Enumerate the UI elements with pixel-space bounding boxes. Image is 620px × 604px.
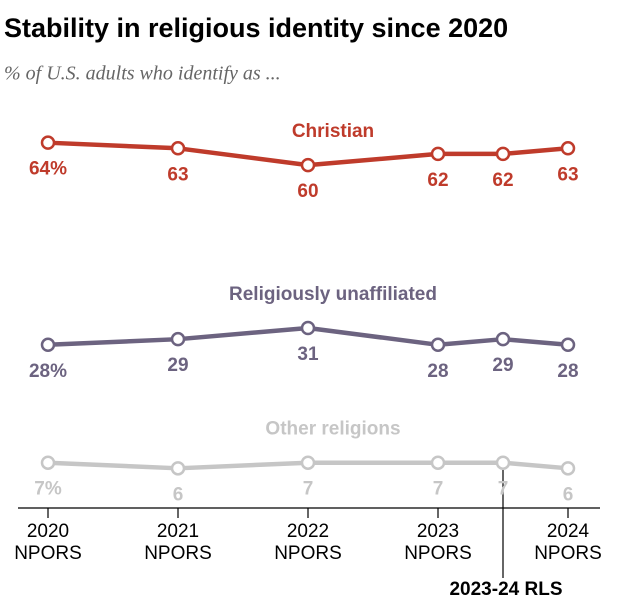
series-line (47, 460, 569, 471)
data-label: 28% (29, 361, 67, 382)
data-label: 7% (34, 479, 62, 500)
series-line (47, 325, 569, 348)
x-tick-label: 2021 NPORS (144, 521, 212, 564)
series-label: Other religions (265, 419, 400, 440)
data-label: 6 (563, 484, 574, 505)
data-label: 28 (427, 361, 448, 382)
chart-title: Stability in religious identity since 20… (4, 13, 508, 43)
data-label: 29 (492, 355, 513, 376)
data-label: 31 (297, 344, 319, 365)
data-point (40, 455, 56, 470)
chart-subtitle: % of U.S. adults who identify as ... (4, 63, 281, 85)
x-tick-label: 2023 NPORS (404, 521, 472, 564)
data-label: 62 (427, 170, 448, 191)
data-point (300, 320, 316, 336)
data-point (40, 337, 56, 353)
data-label: 28 (557, 361, 578, 382)
data-point (430, 455, 446, 470)
data-label: 7 (433, 479, 444, 500)
data-point (560, 141, 576, 156)
data-label: 7 (498, 479, 509, 500)
data-point (40, 135, 56, 150)
data-point (430, 337, 446, 353)
data-point (495, 146, 511, 162)
data-point (170, 141, 186, 156)
data-point (300, 157, 316, 173)
data-point (430, 146, 446, 162)
data-point (495, 455, 511, 470)
x-tick-label: 2023-24 RLS (449, 579, 563, 600)
data-label: 62 (492, 170, 513, 191)
data-label: 60 (297, 181, 318, 202)
data-point (560, 461, 576, 476)
data-point (495, 331, 511, 347)
data-label: 7 (303, 479, 314, 500)
series-line (47, 140, 569, 168)
data-point (560, 337, 576, 353)
data-label: 6 (173, 484, 184, 505)
data-label: 64% (29, 159, 67, 180)
x-tick-label: 2024 NPORS (534, 521, 602, 564)
data-point (170, 461, 186, 476)
series-label: Religiously unaffiliated (229, 284, 437, 305)
data-point (170, 331, 186, 347)
data-point (300, 455, 316, 470)
data-label: 29 (167, 355, 188, 376)
data-label: 63 (557, 164, 578, 185)
data-label: 63 (167, 164, 188, 185)
x-tick-label: 2022 NPORS (274, 521, 342, 564)
series-label: Christian (292, 121, 374, 142)
x-tick-label: 2020 NPORS (14, 521, 82, 564)
